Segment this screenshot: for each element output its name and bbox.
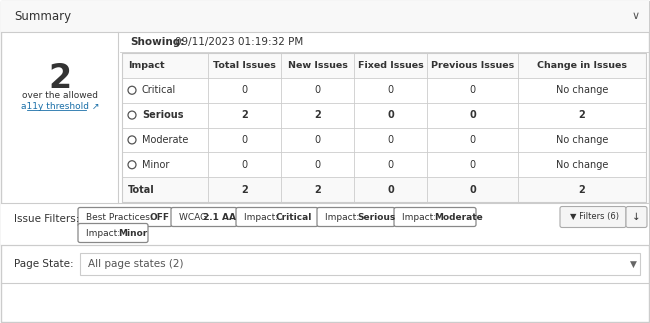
Text: Moderate: Moderate: [434, 213, 483, 222]
Text: 0: 0: [469, 135, 476, 145]
FancyBboxPatch shape: [394, 207, 476, 226]
FancyBboxPatch shape: [560, 206, 626, 227]
Text: WCAG:: WCAG:: [179, 213, 213, 222]
Text: All page states (2): All page states (2): [88, 259, 183, 269]
Text: New Issues: New Issues: [287, 61, 348, 70]
Text: 0: 0: [387, 85, 393, 95]
Text: Total Issues: Total Issues: [213, 61, 276, 70]
Text: Summary: Summary: [14, 9, 71, 23]
Text: 2: 2: [578, 110, 586, 120]
Text: Serious: Serious: [357, 213, 395, 222]
Text: 0: 0: [315, 135, 320, 145]
Text: No change: No change: [556, 135, 608, 145]
Text: 0: 0: [241, 85, 248, 95]
Text: 0: 0: [241, 160, 248, 170]
FancyBboxPatch shape: [317, 207, 395, 226]
FancyBboxPatch shape: [122, 53, 646, 78]
Circle shape: [128, 86, 136, 94]
Circle shape: [128, 136, 136, 144]
Text: 0: 0: [387, 110, 394, 120]
Text: over the allowed: over the allowed: [22, 90, 98, 99]
Text: Issue Filters:: Issue Filters:: [14, 214, 79, 224]
FancyBboxPatch shape: [236, 207, 318, 226]
Text: 09/11/2023 01:19:32 PM: 09/11/2023 01:19:32 PM: [175, 37, 304, 47]
FancyBboxPatch shape: [1, 1, 649, 32]
FancyBboxPatch shape: [80, 253, 640, 275]
Text: 2: 2: [578, 184, 586, 194]
Text: 2: 2: [241, 110, 248, 120]
Text: 2: 2: [314, 184, 321, 194]
Text: Showing:: Showing:: [130, 37, 185, 47]
FancyBboxPatch shape: [122, 177, 646, 202]
Text: 2.1 AA: 2.1 AA: [203, 213, 236, 222]
Text: 2: 2: [241, 184, 248, 194]
Text: OFF: OFF: [150, 213, 170, 222]
Text: Minor: Minor: [118, 228, 148, 237]
Text: 0: 0: [315, 160, 320, 170]
Text: Total: Total: [128, 184, 155, 194]
Text: Impact:: Impact:: [86, 228, 123, 237]
Text: 0: 0: [387, 184, 394, 194]
FancyBboxPatch shape: [78, 224, 148, 243]
FancyBboxPatch shape: [171, 207, 237, 226]
Text: Page State:: Page State:: [14, 259, 73, 269]
Text: Fixed Issues: Fixed Issues: [358, 61, 423, 70]
Text: Change in Issues: Change in Issues: [537, 61, 627, 70]
FancyBboxPatch shape: [78, 207, 172, 226]
Text: 2: 2: [314, 110, 321, 120]
Text: 0: 0: [469, 85, 476, 95]
Text: Impact:: Impact:: [325, 213, 362, 222]
Text: No change: No change: [556, 160, 608, 170]
Text: 0: 0: [315, 85, 320, 95]
Text: ∨: ∨: [632, 11, 640, 21]
Text: Impact:: Impact:: [244, 213, 281, 222]
Text: Previous Issues: Previous Issues: [431, 61, 514, 70]
Text: a11y threshold ↗: a11y threshold ↗: [21, 101, 99, 110]
Text: 0: 0: [387, 135, 393, 145]
Text: ▼ Filters (6): ▼ Filters (6): [570, 213, 619, 222]
Text: Critical: Critical: [142, 85, 176, 95]
Text: ↓: ↓: [632, 212, 640, 222]
Text: No change: No change: [556, 85, 608, 95]
Text: Impact: Impact: [128, 61, 164, 70]
Text: Serious: Serious: [142, 110, 183, 120]
Circle shape: [128, 161, 136, 169]
Text: ▼: ▼: [630, 259, 636, 268]
Text: Moderate: Moderate: [142, 135, 188, 145]
Text: 0: 0: [387, 160, 393, 170]
Text: 0: 0: [241, 135, 248, 145]
Text: Critical: Critical: [276, 213, 313, 222]
Text: Best Practices:: Best Practices:: [86, 213, 155, 222]
Text: Minor: Minor: [142, 160, 170, 170]
Text: 0: 0: [469, 160, 476, 170]
Text: 2: 2: [49, 61, 72, 95]
FancyBboxPatch shape: [626, 206, 647, 227]
Circle shape: [128, 111, 136, 119]
Text: 0: 0: [469, 184, 476, 194]
Text: 0: 0: [469, 110, 476, 120]
FancyBboxPatch shape: [1, 203, 649, 245]
Text: Impact:: Impact:: [402, 213, 439, 222]
